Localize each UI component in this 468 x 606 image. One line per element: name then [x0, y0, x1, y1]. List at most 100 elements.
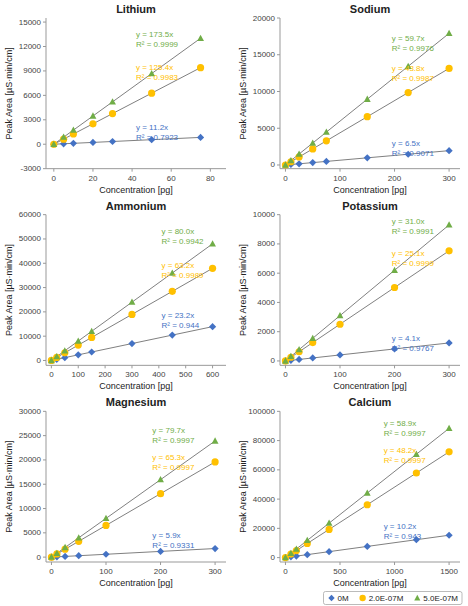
x-tick-label: 80 [206, 174, 215, 183]
point [89, 139, 96, 146]
point [197, 35, 204, 41]
series-line [285, 343, 449, 361]
y-tick [277, 331, 280, 332]
y-axis-line [46, 18, 47, 169]
y-tick-label: 0 [37, 553, 42, 562]
y-tick [43, 360, 46, 361]
x-tick [106, 562, 107, 565]
y-tick-label: 20000 [19, 307, 42, 316]
y-tick [277, 214, 280, 215]
point [209, 265, 216, 272]
y-axis-line [280, 18, 281, 169]
y-axis-line [46, 215, 47, 366]
annotation-line: R² = 0.9331 [152, 541, 195, 550]
y-tick [43, 46, 46, 47]
annotation: y = 43.8xR² = 0.9987 [392, 64, 435, 83]
point [50, 141, 57, 147]
x-tick [340, 169, 341, 172]
point [148, 90, 155, 97]
x-tick [449, 562, 450, 565]
point [282, 161, 289, 167]
y-tick-label: 30000 [19, 283, 42, 292]
annotation-line: y = 63.2x [162, 261, 195, 270]
annotation-line: y = 65.3x [152, 453, 185, 462]
point [89, 120, 96, 127]
x-tick [160, 562, 161, 565]
point [50, 141, 57, 148]
annotation-line: R² = 0.9997 [384, 429, 427, 438]
point [60, 134, 67, 140]
x-axis-label: Concentration [pg] [99, 381, 173, 391]
x-tick [449, 169, 450, 172]
y-tick-label: 15000 [19, 480, 42, 489]
y-tick [43, 95, 46, 96]
y-axis-label: Peak Area [µS·min/cm] [238, 47, 248, 139]
annotation: y = 58.9xR² = 0.9997 [384, 419, 427, 438]
x-tick-label: 100 [333, 174, 347, 183]
y-tick-label: 40000 [253, 495, 276, 504]
y-tick [43, 411, 46, 412]
point [445, 65, 452, 72]
point [53, 550, 60, 557]
x-tick-label: 300 [442, 174, 456, 183]
series-line [285, 251, 449, 361]
point [405, 89, 412, 96]
point [75, 534, 82, 540]
x-tick [340, 562, 341, 565]
x-tick-label: 0 [49, 370, 54, 379]
x-tick-label: 300 [442, 370, 456, 379]
x-axis-label: Concentration [pg] [333, 185, 407, 195]
point [287, 353, 294, 359]
y-axis-label: Peak Area [µS·min/cm] [4, 47, 14, 139]
point [48, 357, 55, 363]
x-tick [212, 365, 213, 368]
x-tick-label: 100 [72, 370, 86, 379]
y-axis-line [46, 411, 47, 562]
point [75, 351, 82, 358]
y-tick [277, 499, 280, 500]
y-tick [277, 302, 280, 303]
title: Lithium [116, 3, 156, 15]
point [157, 476, 164, 482]
y-axis-line [280, 215, 281, 366]
point [295, 160, 302, 167]
annotation-line: R² = 0.9071 [392, 149, 435, 158]
y-tick-label: 15000 [253, 50, 276, 59]
y-axis-label: Peak Area [µS·min/cm] [238, 244, 248, 336]
figure: Lithium-30000300060009000120001500002040… [0, 0, 468, 606]
annotation-line: R² = 0.943 [384, 532, 422, 541]
x-tick-label: 200 [388, 370, 402, 379]
series-line [54, 68, 201, 145]
panel: Potassium0200040006000800010000010020030… [238, 200, 460, 392]
point [109, 110, 116, 117]
x-tick-label: 1000 [386, 567, 404, 576]
x-tick [53, 169, 54, 172]
point [211, 458, 218, 465]
annotation-line: R² = 0.9976 [392, 44, 435, 53]
y-tick-label: 80000 [253, 436, 276, 445]
x-tick-label: 100 [333, 370, 347, 379]
point [128, 340, 135, 347]
y-tick-label: 30000 [19, 407, 42, 416]
x-tick [285, 169, 286, 172]
point [445, 448, 452, 455]
point [326, 520, 333, 526]
annotation-line: y = 10.2x [384, 522, 417, 531]
y-tick-label: 6000 [257, 269, 275, 278]
point [209, 240, 216, 246]
point [88, 348, 95, 355]
point [325, 526, 332, 533]
point [364, 113, 371, 120]
x-tick-label: 0 [283, 370, 288, 379]
annotation-line: y = 25.1x [392, 249, 425, 258]
x-axis-line [280, 365, 460, 366]
point [128, 311, 135, 318]
annotation-line: R² = 0.9991 [392, 227, 435, 236]
x-tick-label: 40 [128, 174, 137, 183]
legend-label: 0M [338, 594, 349, 603]
y-tick-label: 0 [271, 553, 276, 562]
y-tick [277, 164, 280, 165]
point [309, 159, 316, 166]
y-tick-label: 12000 [19, 42, 42, 51]
point [446, 30, 453, 36]
